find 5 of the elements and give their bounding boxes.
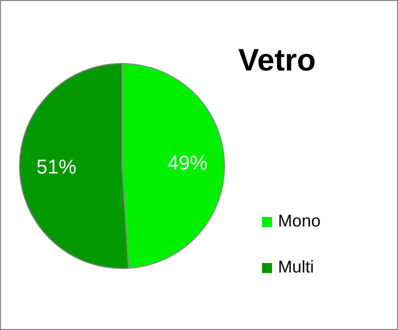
chart-title: Vetro (238, 42, 316, 78)
data-label: 51% (36, 156, 77, 179)
legend-label: Mono (278, 212, 321, 231)
data-label: 49% (168, 152, 208, 174)
legend-label: Multi (278, 258, 314, 277)
